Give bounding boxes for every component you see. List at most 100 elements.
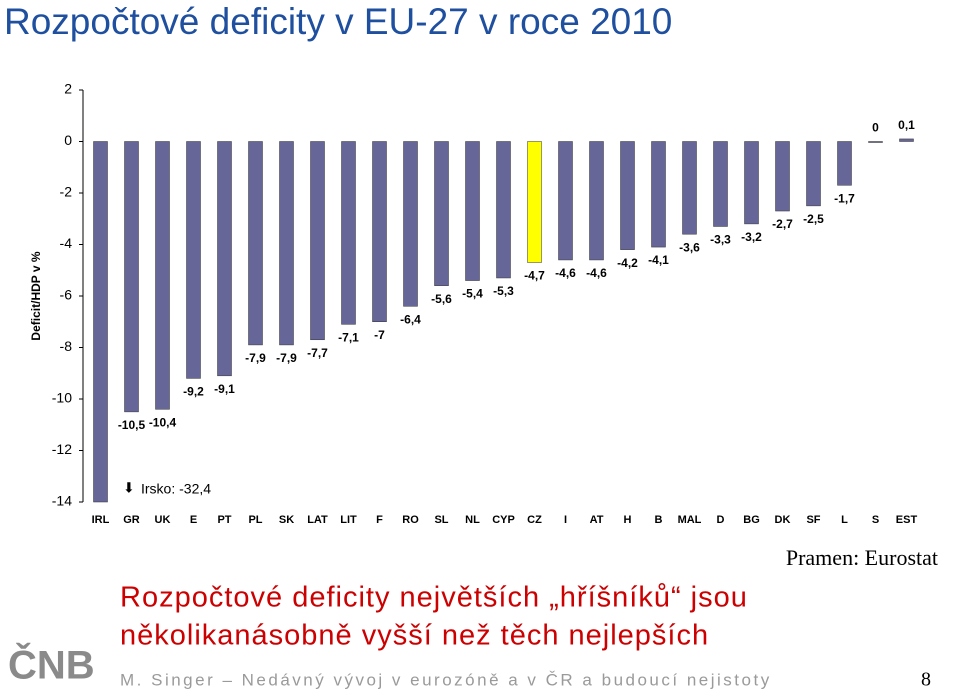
value-label: -3,6	[679, 240, 700, 254]
value-label: -7	[374, 328, 385, 342]
bar	[899, 138, 914, 142]
bar	[310, 141, 325, 341]
x-tick-label: S	[872, 514, 879, 526]
x-tick-label: SK	[279, 514, 294, 526]
value-label: 0,1	[898, 118, 915, 132]
message-line: Rozpočtové deficity největších „hříšníků…	[120, 582, 748, 614]
bar	[806, 141, 821, 207]
x-tick-label: GR	[123, 514, 140, 526]
bar	[93, 141, 108, 503]
value-label: -4,1	[648, 253, 669, 267]
bar	[496, 141, 511, 279]
bar	[589, 141, 604, 261]
value-label: -5,4	[462, 287, 483, 301]
bar	[124, 141, 139, 413]
arrow-icon: ⬇	[123, 480, 135, 496]
value-label: -7,1	[338, 330, 359, 344]
x-tick-label: SF	[806, 514, 820, 526]
y-tick-label: -12	[52, 441, 72, 457]
x-tick-label: E	[190, 514, 197, 526]
x-tick-label: AT	[590, 514, 604, 526]
y-tick-label: -6	[60, 287, 73, 303]
value-label: -1,7	[834, 191, 855, 205]
x-tick-label: LAT	[307, 514, 328, 526]
x-tick-label: LIT	[340, 514, 357, 526]
bar	[620, 141, 635, 250]
value-label: -7,9	[245, 351, 266, 365]
value-label: -3,2	[741, 230, 762, 244]
annotation: Irsko: -32,4	[141, 481, 211, 497]
y-tick-label: -4	[60, 235, 73, 251]
x-tick-label: B	[655, 514, 663, 526]
x-tick-label: NL	[465, 514, 480, 526]
bar	[775, 141, 790, 212]
value-label: -4,7	[524, 269, 545, 283]
x-tick-label: SL	[434, 514, 448, 526]
message-line: několikanásobně vyšší než těch nejlepšíc…	[120, 620, 709, 652]
bar	[341, 141, 356, 325]
x-tick-label: F	[376, 514, 383, 526]
y-tick-label: -10	[52, 390, 72, 406]
value-label: -4,2	[617, 256, 638, 270]
bar	[837, 141, 852, 186]
bar	[248, 141, 263, 346]
logo: ČNB	[8, 642, 95, 688]
bar	[682, 141, 697, 235]
value-label: -4,6	[555, 266, 576, 280]
x-tick-label: I	[564, 514, 567, 526]
bar	[217, 141, 232, 377]
x-tick-label: CZ	[527, 514, 542, 526]
bar	[465, 141, 480, 281]
x-tick-label: DK	[775, 514, 791, 526]
value-label: -2,7	[772, 217, 793, 231]
x-tick-label: PT	[217, 514, 231, 526]
footer: M. Singer – Nedávný vývoj v eurozóně a v…	[120, 670, 772, 689]
bar	[434, 141, 449, 286]
bar	[868, 141, 883, 143]
x-tick-label: MAL	[678, 514, 702, 526]
bar	[186, 141, 201, 379]
y-tick-label: -14	[52, 493, 72, 509]
value-label: -7,9	[276, 351, 297, 365]
bar	[713, 141, 728, 227]
bar	[279, 141, 294, 346]
value-label: -10,4	[149, 415, 177, 429]
x-tick-label: UK	[155, 514, 171, 526]
value-label: -5,6	[431, 292, 452, 306]
value-label: -9,1	[214, 382, 235, 396]
y-tick-label: 0	[64, 132, 72, 148]
bar	[155, 141, 170, 410]
x-tick-label: RO	[402, 514, 419, 526]
bar	[372, 141, 387, 322]
y-axis-label: Deficit/HDP v %	[29, 251, 43, 340]
x-tick-label: H	[624, 514, 632, 526]
slide-title: Rozpočtové deficity v EU-27 v roce 2010	[4, 1, 672, 42]
x-tick-label: D	[717, 514, 725, 526]
value-label: -10,5	[118, 418, 146, 432]
value-label: 0	[872, 121, 879, 135]
bar	[744, 141, 759, 225]
x-tick-label: PL	[248, 514, 262, 526]
y-tick-label: 2	[64, 81, 72, 97]
y-tick-label: -8	[60, 338, 73, 354]
value-label: -7,7	[307, 346, 328, 360]
bar	[527, 141, 542, 263]
value-label: -2,5	[803, 212, 824, 226]
bar	[558, 141, 573, 261]
value-label: -4,6	[586, 266, 607, 280]
bar	[651, 141, 666, 248]
x-tick-label: EST	[896, 514, 918, 526]
page-number: 8	[921, 669, 931, 691]
x-tick-label: IRL	[92, 514, 110, 526]
value-label: -6,4	[400, 312, 421, 326]
value-label: -5,3	[493, 284, 514, 298]
value-label: -3,3	[710, 233, 731, 247]
bar	[403, 141, 418, 307]
source: Pramen: Eurostat	[786, 545, 938, 570]
value-label: -9,2	[183, 385, 204, 399]
x-tick-label: CYP	[492, 514, 515, 526]
y-tick-label: -2	[60, 184, 73, 200]
x-tick-label: BG	[743, 514, 760, 526]
x-tick-label: L	[841, 514, 848, 526]
